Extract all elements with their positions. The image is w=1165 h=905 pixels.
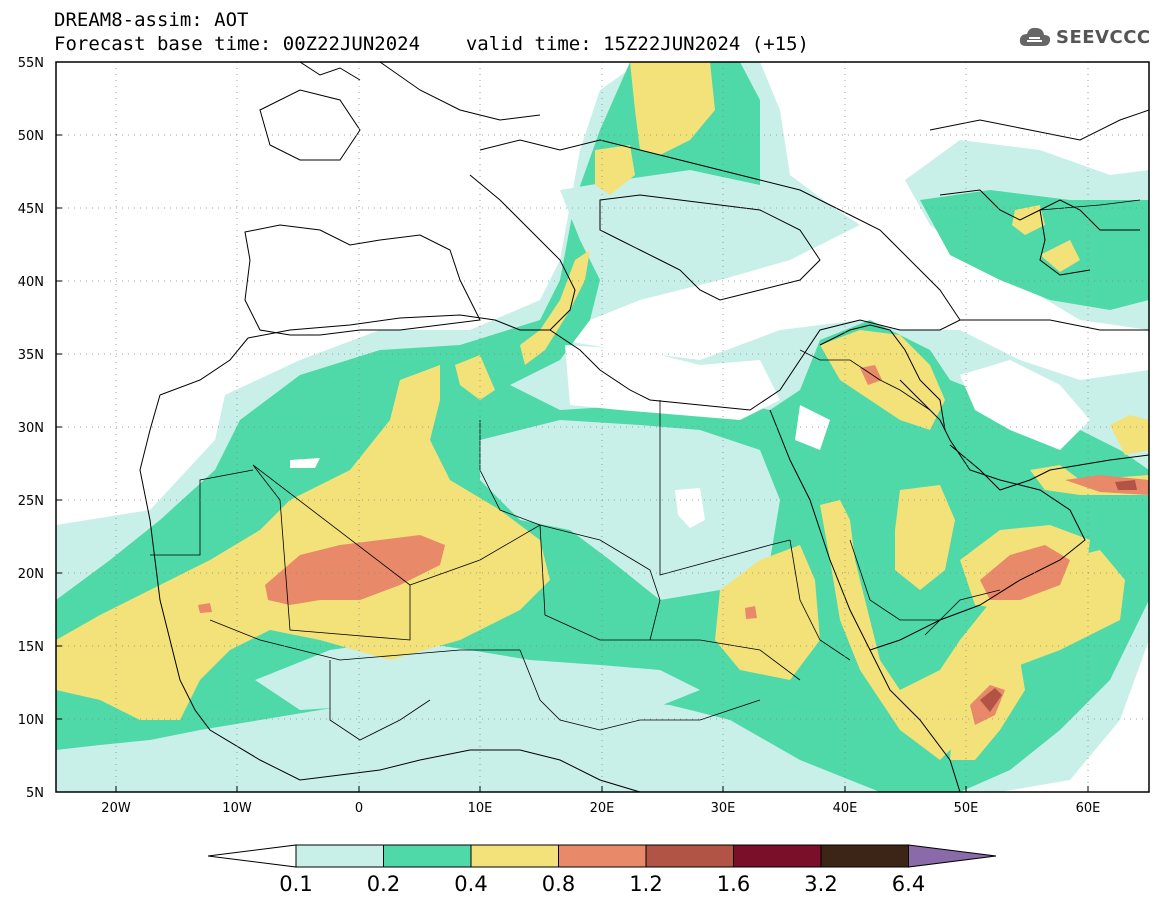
aot-field (56, 62, 1149, 792)
cloud-icon (1019, 27, 1051, 46)
colorbar-label: 1.2 (629, 872, 662, 896)
colorbar (207, 844, 997, 868)
colorbar-swatch (383, 844, 472, 868)
colorbar-swatch (558, 844, 647, 868)
colorbar-label: 0.1 (279, 872, 312, 896)
colorbar-label: 6.4 (892, 872, 925, 896)
lon-label: 20E (590, 801, 615, 816)
seevccc-logo: SEEVCCC (1018, 24, 1151, 50)
lat-label: 30N (18, 421, 44, 436)
colorbar-label: 0.2 (367, 872, 400, 896)
colorbar-swatch (645, 844, 734, 868)
lat-label: 55N (18, 56, 44, 71)
colorbar-label: 0.4 (454, 872, 487, 896)
base-time-label: Forecast base time: 00Z22JUN2024 (54, 33, 421, 55)
colorbar-high-arrow (908, 844, 997, 868)
lat-label: 45N (18, 202, 44, 217)
lat-label: 20N (18, 567, 44, 582)
lon-label: 0 (355, 801, 363, 816)
colorbar-low-arrow (207, 844, 297, 868)
aot-level-1-2 (980, 480, 1137, 712)
latitude-labels: 55N 50N 45N 40N 35N 30N 25N 20N 15N 10N … (18, 56, 44, 801)
axis-ticks (56, 61, 1089, 793)
map-title: DREAM8-assim: AOT (54, 9, 249, 31)
longitude-labels: 20W 10W 0 10E 20E 30E 40E 50E 60E (101, 801, 1100, 816)
colorbar-swatch (820, 844, 909, 868)
lat-label: 40N (18, 275, 44, 290)
aot-level-0-4 (56, 62, 1149, 760)
lon-label: 10W (222, 801, 252, 816)
lat-label: 50N (18, 129, 44, 144)
colorbar-swatch (295, 844, 384, 868)
lon-label: 10E (468, 801, 493, 816)
colorbar-swatch (733, 844, 822, 868)
lat-label: 10N (18, 713, 44, 728)
lon-label: 50E (954, 801, 979, 816)
colorbar-labels: 0.1 0.2 0.4 0.8 1.2 1.6 3.2 6.4 (279, 872, 925, 896)
lon-label: 20W (101, 801, 131, 816)
gridlines (56, 62, 1149, 792)
lat-label: 25N (18, 494, 44, 509)
lon-label: 60E (1076, 801, 1101, 816)
lat-label: 35N (18, 348, 44, 363)
colorbar-label: 1.6 (717, 872, 750, 896)
logo-text: SEEVCCC (1056, 26, 1151, 48)
country-borders (150, 199, 1141, 741)
valid-time-label: valid time: 15Z22JUN2024 (+15) (465, 33, 809, 55)
aot-clear-patches (290, 345, 1090, 528)
time-labels: Forecast base time: 00Z22JUN2024 valid t… (54, 33, 809, 55)
colorbar-label: 0.8 (542, 872, 575, 896)
lat-label: 15N (18, 640, 44, 655)
lon-label: 40E (833, 801, 858, 816)
colorbar-swatch (470, 844, 559, 868)
lon-label: 30E (711, 801, 736, 816)
lat-label: 5N (26, 786, 44, 801)
colorbar-label: 3.2 (804, 872, 837, 896)
